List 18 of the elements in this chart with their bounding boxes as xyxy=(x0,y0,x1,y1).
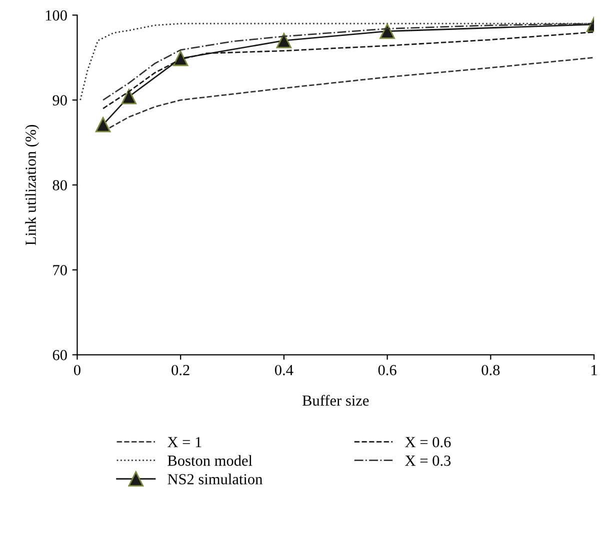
legend-label: Boston model xyxy=(168,455,252,466)
x-axis-title: Buffer size xyxy=(302,394,369,406)
y-tick-label: 70 xyxy=(53,265,67,276)
y-tick-label: 60 xyxy=(52,350,67,360)
x-tick-label: 0 xyxy=(74,364,80,376)
legend-label: X = 0.6 xyxy=(405,436,451,448)
y-tick-label: 80 xyxy=(52,180,67,190)
legend-label: X = 0.3 xyxy=(405,456,451,466)
x-tick-label: 0.2 xyxy=(172,364,190,376)
x-tick-label: 0.6 xyxy=(378,364,396,376)
legend-label: X = 1 xyxy=(168,437,202,448)
y-tick-label: 100 xyxy=(46,10,67,21)
y-axis-title: Link utilization (%) xyxy=(25,124,40,246)
x-tick-label: 1 xyxy=(592,365,597,376)
y-tick-label: 90 xyxy=(52,95,67,106)
x-tick-label: 0.4 xyxy=(274,364,294,376)
legend-label: NS2 simulation xyxy=(168,474,262,484)
x-tick-label: 0.8 xyxy=(482,364,500,376)
